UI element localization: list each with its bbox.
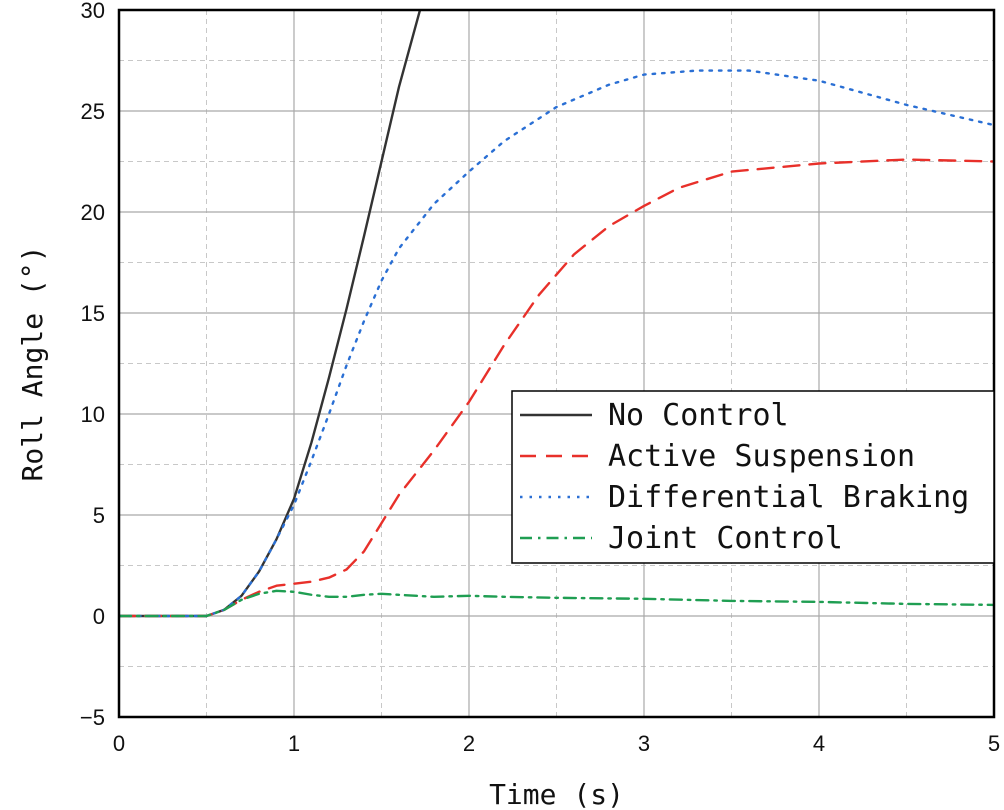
series-layer: [119, 10, 994, 618]
y-tick-labels: −5 0 5 10 15 20 25 30: [80, 0, 105, 730]
series-line-4: [119, 589, 994, 618]
legend-label-3: Differential Braking: [608, 480, 969, 515]
legend-items: No Control Active Suspension Differential …: [520, 398, 969, 556]
x-tick-label: 4: [813, 731, 825, 756]
legend-label-4: Joint Control: [608, 521, 843, 556]
y-tick-label: 10: [81, 402, 105, 427]
series-line-2: [119, 158, 994, 618]
x-tick-label: 2: [463, 731, 475, 756]
y-tick-label: 0: [93, 604, 105, 629]
legend: No Control Active Suspension Differential …: [511, 390, 995, 564]
y-tick-label: 5: [93, 503, 105, 528]
y-tick-label: 25: [81, 99, 105, 124]
legend-label-2: Active Suspension: [608, 439, 915, 474]
y-axis-title: Roll Angle (°): [16, 245, 49, 481]
y-tick-label: 30: [81, 0, 105, 23]
legend-box: [511, 390, 995, 564]
series-line-3: [119, 69, 994, 618]
x-tick-label: 3: [638, 731, 650, 756]
x-tick-label: 5: [988, 731, 1000, 756]
x-tick-label: 1: [288, 731, 300, 756]
y-tick-label: 20: [81, 200, 105, 225]
y-tick-label: 15: [81, 301, 105, 326]
plot-frame: [117, 8, 996, 719]
x-tick-labels: 0 1 2 3 4 5: [113, 731, 1000, 756]
x-tick-label: 0: [113, 731, 125, 756]
y-tick-label: −5: [80, 705, 105, 730]
legend-label-1: No Control: [608, 398, 789, 433]
x-axis-title: Time (s): [489, 778, 624, 810]
